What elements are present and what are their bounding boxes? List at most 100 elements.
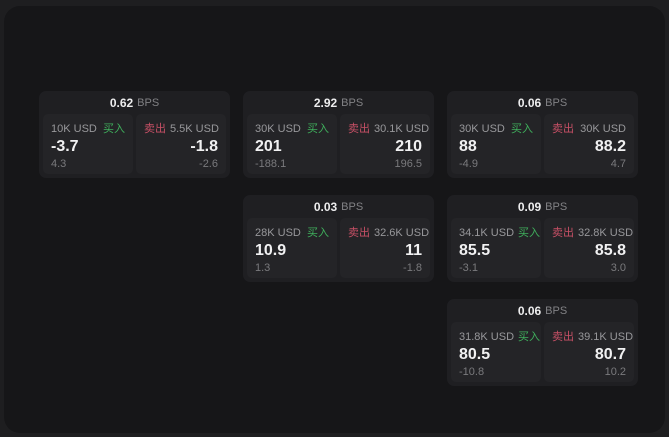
buy-edge: -188.1 (255, 158, 287, 170)
buy-notional: 34.1K USD (459, 227, 515, 239)
buy-panel[interactable]: 31.8K USD 买入 80.5 -10.8 (451, 322, 541, 382)
sell-edge: 4.7 (610, 158, 626, 170)
sell-side-label: 卖出 (552, 123, 574, 135)
sell-panel-top: 卖出 5.5K USD (144, 120, 219, 136)
sell-side-label: 卖出 (552, 331, 574, 343)
buy-side-label: 买入 (511, 123, 533, 135)
bps-unit-label: BPS (341, 96, 364, 109)
content-panel: 0.62 BPS 10K USD 买入 -3.7 4.3 卖出 5.5K USD… (4, 6, 665, 433)
sell-side-label: 卖出 (348, 123, 370, 135)
buy-panel[interactable]: 30K USD 买入 201 -188.1 (247, 114, 337, 174)
buy-panel[interactable]: 34.1K USD 买入 85.5 -3.1 (451, 218, 541, 278)
bps-value: 0.03 (313, 199, 338, 214)
bps-unit-label: BPS (545, 200, 568, 213)
quote-card: 0.09 BPS 34.1K USD 买入 85.5 -3.1 卖出 32.8K… (447, 195, 638, 282)
quote-card-header: 0.06 BPS (451, 91, 634, 114)
buy-panel[interactable]: 30K USD 买入 88 -4.9 (451, 114, 541, 174)
buy-panel-top: 30K USD 买入 (459, 120, 533, 136)
buy-edge: 1.3 (255, 262, 271, 274)
quote-card-header: 0.09 BPS (451, 195, 634, 218)
buy-notional: 10K USD (51, 123, 97, 135)
sell-notional: 32.8K USD (578, 227, 634, 239)
sell-panel[interactable]: 卖出 32.8K USD 85.8 3.0 (544, 218, 634, 278)
sell-side-label: 卖出 (144, 123, 166, 135)
buy-panel-top: 31.8K USD 买入 (459, 328, 540, 344)
quote-card-header: 0.03 BPS (247, 195, 430, 218)
quote-card: 0.03 BPS 28K USD 买入 10.9 1.3 卖出 32.6K US… (243, 195, 434, 282)
bps-unit-label: BPS (341, 200, 364, 213)
buy-price: 201 (255, 138, 282, 156)
sell-price: -1.8 (190, 138, 218, 156)
buy-edge: 4.3 (51, 158, 67, 170)
quote-panels: 28K USD 买入 10.9 1.3 卖出 32.6K USD 11 -1.8 (247, 218, 430, 278)
quote-card: 2.92 BPS 30K USD 买入 201 -188.1 卖出 30.1K … (243, 91, 434, 178)
buy-price: 88 (459, 138, 477, 156)
buy-price: -3.7 (51, 138, 79, 156)
sell-panel-top: 卖出 32.8K USD (552, 224, 633, 240)
buy-panel-top: 34.1K USD 买入 (459, 224, 540, 240)
quote-panels: 30K USD 买入 201 -188.1 卖出 30.1K USD 210 1… (247, 114, 430, 174)
sell-price: 88.2 (594, 138, 626, 156)
bps-value: 2.92 (313, 95, 338, 110)
buy-price: 85.5 (459, 242, 491, 260)
buy-side-label: 买入 (307, 123, 329, 135)
bps-unit-label: BPS (137, 96, 160, 109)
buy-notional: 30K USD (459, 123, 505, 135)
sell-edge: -1.8 (403, 262, 422, 274)
sell-side-label: 卖出 (552, 227, 574, 239)
sell-notional: 32.6K USD (374, 227, 430, 239)
bps-value: 0.06 (517, 95, 542, 110)
sell-panel-top: 卖出 32.6K USD (348, 224, 429, 240)
quote-card-header: 2.92 BPS (247, 91, 430, 114)
sell-notional: 5.5K USD (170, 123, 219, 135)
buy-notional: 30K USD (255, 123, 301, 135)
sell-price: 210 (395, 138, 422, 156)
buy-price: 80.5 (459, 346, 491, 364)
sell-notional: 39.1K USD (578, 331, 634, 343)
sell-price: 80.7 (594, 346, 626, 364)
buy-side-label: 买入 (103, 123, 125, 135)
bps-unit-label: BPS (545, 304, 568, 317)
sell-price: 11 (405, 242, 422, 260)
sell-side-label: 卖出 (348, 227, 370, 239)
quote-card: 0.06 BPS 30K USD 买入 88 -4.9 卖出 30K USD 8… (447, 91, 638, 178)
sell-edge: -2.6 (199, 158, 218, 170)
buy-panel-top: 28K USD 买入 (255, 224, 329, 240)
buy-edge: -3.1 (459, 262, 478, 274)
quote-card: 0.06 BPS 31.8K USD 买入 80.5 -10.8 卖出 39.1… (447, 299, 638, 386)
buy-side-label: 买入 (307, 227, 329, 239)
sell-notional: 30K USD (580, 123, 626, 135)
sell-panel-top: 卖出 30.1K USD (348, 120, 429, 136)
bps-value: 0.09 (517, 199, 542, 214)
bps-value: 0.62 (109, 95, 134, 110)
buy-panel[interactable]: 28K USD 买入 10.9 1.3 (247, 218, 337, 278)
buy-price: 10.9 (255, 242, 287, 260)
buy-panel[interactable]: 10K USD 买入 -3.7 4.3 (43, 114, 133, 174)
sell-notional: 30.1K USD (374, 123, 430, 135)
sell-panel[interactable]: 卖出 39.1K USD 80.7 10.2 (544, 322, 634, 382)
quote-panels: 31.8K USD 买入 80.5 -10.8 卖出 39.1K USD 80.… (451, 322, 634, 382)
quote-panels: 34.1K USD 买入 85.5 -3.1 卖出 32.8K USD 85.8… (451, 218, 634, 278)
bps-value: 0.06 (517, 303, 542, 318)
sell-panel-top: 卖出 39.1K USD (552, 328, 633, 344)
sell-panel[interactable]: 卖出 30K USD 88.2 4.7 (544, 114, 634, 174)
quote-panels: 30K USD 买入 88 -4.9 卖出 30K USD 88.2 4.7 (451, 114, 634, 174)
quote-card-header: 0.62 BPS (43, 91, 226, 114)
quote-card: 0.62 BPS 10K USD 买入 -3.7 4.3 卖出 5.5K USD… (39, 91, 230, 178)
buy-notional: 31.8K USD (459, 331, 515, 343)
buy-panel-top: 10K USD 买入 (51, 120, 125, 136)
sell-panel[interactable]: 卖出 5.5K USD -1.8 -2.6 (136, 114, 226, 174)
bps-unit-label: BPS (545, 96, 568, 109)
sell-edge: 196.5 (394, 158, 422, 170)
sell-panel-top: 卖出 30K USD (552, 120, 626, 136)
quote-card-header: 0.06 BPS (451, 299, 634, 322)
sell-panel[interactable]: 卖出 30.1K USD 210 196.5 (340, 114, 430, 174)
buy-edge: -10.8 (459, 366, 485, 378)
quotes-grid: 0.62 BPS 10K USD 买入 -3.7 4.3 卖出 5.5K USD… (39, 91, 638, 386)
sell-price: 85.8 (594, 242, 626, 260)
sell-edge: 3.0 (610, 262, 626, 274)
buy-side-label: 买入 (518, 227, 541, 239)
quote-panels: 10K USD 买入 -3.7 4.3 卖出 5.5K USD -1.8 -2.… (43, 114, 226, 174)
sell-panel[interactable]: 卖出 32.6K USD 11 -1.8 (340, 218, 430, 278)
